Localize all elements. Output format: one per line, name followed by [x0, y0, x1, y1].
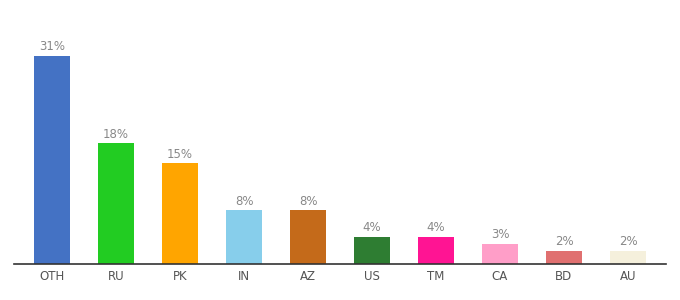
Bar	[354, 237, 390, 264]
Bar	[163, 163, 198, 264]
Text: 2%: 2%	[619, 235, 637, 248]
Bar	[482, 244, 517, 264]
Bar	[290, 210, 326, 264]
Text: 8%: 8%	[299, 195, 318, 208]
Bar	[99, 143, 133, 264]
Text: 18%: 18%	[103, 128, 129, 140]
Bar	[547, 250, 581, 264]
Text: 8%: 8%	[235, 195, 253, 208]
Text: 2%: 2%	[555, 235, 573, 248]
Text: 31%: 31%	[39, 40, 65, 53]
Text: 4%: 4%	[426, 221, 445, 235]
Bar	[226, 210, 262, 264]
Bar	[418, 237, 454, 264]
Bar	[35, 56, 69, 264]
Text: 15%: 15%	[167, 148, 193, 161]
Text: 3%: 3%	[491, 228, 509, 241]
Text: 4%: 4%	[362, 221, 381, 235]
Bar	[611, 250, 645, 264]
